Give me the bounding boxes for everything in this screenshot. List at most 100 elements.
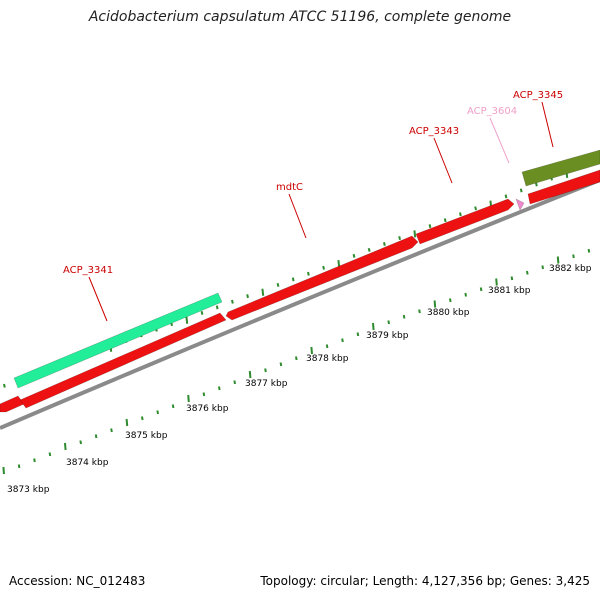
scale-tick-label: 3881 kbp bbox=[488, 286, 531, 296]
outer-tick bbox=[276, 282, 280, 287]
gene-label: ACP_3604 bbox=[467, 106, 517, 117]
gene-arrow-mdtc bbox=[225, 235, 419, 321]
gene-arrow-acp3345-lower bbox=[527, 169, 600, 205]
outer-tick bbox=[231, 299, 234, 304]
gene-label: ACP_3343 bbox=[409, 126, 459, 137]
accession-text: Accession: NC_012483 bbox=[9, 574, 146, 588]
inner-tick bbox=[495, 278, 498, 286]
inner-tick bbox=[248, 370, 252, 379]
inner-tick bbox=[341, 338, 344, 343]
gene-label: ACP_3341 bbox=[63, 265, 113, 276]
gene-label-leader bbox=[288, 193, 307, 239]
scale-tick-label: 3880 kbp bbox=[427, 308, 470, 318]
gene-arrow-acp3345 bbox=[521, 149, 600, 187]
gene-arrow-acp3341-lower bbox=[19, 312, 227, 409]
outer-tick bbox=[337, 259, 341, 268]
outer-tick bbox=[261, 288, 265, 296]
outer-tick bbox=[3, 383, 6, 388]
inner-tick bbox=[387, 320, 390, 325]
outer-tick bbox=[504, 194, 508, 199]
inner-tick bbox=[356, 332, 360, 337]
inner-tick bbox=[310, 346, 313, 355]
inner-tick bbox=[171, 404, 175, 409]
inner-tick bbox=[541, 265, 544, 270]
inner-tick bbox=[372, 322, 375, 331]
inner-tick bbox=[572, 254, 575, 259]
genome-summary: Topology: circular; Length: 4,127,356 bp… bbox=[260, 574, 590, 588]
outer-tick bbox=[200, 310, 204, 315]
scale-tick-label: 3878 kbp bbox=[306, 354, 349, 364]
outer-tick bbox=[413, 230, 417, 238]
outer-tick bbox=[383, 242, 386, 246]
inner-tick bbox=[156, 410, 159, 415]
gene-label: ACP_3345 bbox=[513, 90, 563, 101]
outer-tick bbox=[474, 206, 477, 211]
inner-tick bbox=[587, 248, 591, 253]
outer-tick bbox=[185, 316, 189, 324]
genome-backbone bbox=[0, 178, 600, 430]
scale-labels: 3873 kbp 3874 kbp 3875 kbp 3876 kbp 3877 kbp… bbox=[7, 264, 592, 495]
scale-tick-label: 3874 kbp bbox=[66, 458, 109, 468]
inner-tick bbox=[202, 392, 206, 397]
inner-tick bbox=[79, 440, 82, 445]
outer-tick bbox=[459, 212, 462, 217]
outer-tick bbox=[307, 271, 310, 276]
outer-tick bbox=[535, 182, 538, 187]
gene-label-leader bbox=[489, 117, 510, 164]
inner-tick bbox=[125, 418, 129, 427]
inner-tick bbox=[295, 356, 298, 361]
inner-tick bbox=[264, 368, 267, 373]
map-title: Acidobacterium capsulatum ATCC 51196, co… bbox=[88, 9, 512, 25]
gene-label-leader bbox=[433, 137, 453, 184]
gene-label: mdtC bbox=[276, 182, 303, 193]
scale-tick-label: 3882 kbp bbox=[549, 264, 592, 274]
inner-tick bbox=[94, 434, 98, 439]
gene-labels: ACP_3341 mdtC ACP_3343 ACP_3604 ACP_3345 bbox=[63, 90, 563, 322]
outer-tick bbox=[215, 305, 219, 310]
inner-tick bbox=[526, 270, 529, 275]
inner-tick bbox=[2, 466, 5, 475]
gene-arrow-acp3343 bbox=[415, 198, 515, 245]
outer-tick bbox=[443, 218, 447, 223]
outer-tick bbox=[367, 247, 371, 252]
inner-tick bbox=[449, 298, 452, 303]
outer-tick bbox=[291, 277, 295, 282]
scale-tick-label: 3876 kbp bbox=[186, 404, 229, 414]
inner-tick bbox=[48, 452, 52, 457]
outer-tick bbox=[246, 294, 249, 299]
scale-tick-label: 3875 kbp bbox=[125, 431, 168, 441]
inner-tick bbox=[233, 380, 236, 385]
gene-track bbox=[0, 149, 600, 413]
inner-tick bbox=[141, 416, 144, 421]
scale-tick-label: 3873 kbp bbox=[7, 485, 50, 495]
inner-tick bbox=[64, 442, 67, 451]
outer-tick bbox=[428, 224, 432, 229]
inner-tick bbox=[402, 314, 406, 319]
inner-tick bbox=[510, 276, 514, 281]
inner-tick bbox=[418, 309, 421, 314]
inner-tick bbox=[279, 362, 283, 367]
scale-tick-label: 3879 kbp bbox=[366, 331, 409, 341]
gene-arrow-left-partial bbox=[0, 395, 25, 413]
outer-tick bbox=[322, 265, 325, 270]
inner-tick bbox=[433, 300, 437, 308]
inner-tick bbox=[325, 344, 329, 349]
inner-tick bbox=[17, 464, 21, 469]
scale-tick-label: 3877 kbp bbox=[245, 379, 288, 389]
gene-label-leader bbox=[88, 276, 108, 322]
inner-tick bbox=[218, 386, 221, 391]
inner-tick bbox=[464, 292, 467, 297]
outer-tick bbox=[352, 253, 356, 258]
gene-arrow-acp3604 bbox=[515, 198, 525, 211]
inner-tick-track bbox=[2, 248, 591, 475]
inner-tick bbox=[187, 394, 190, 403]
inner-tick bbox=[110, 428, 113, 433]
outer-tick bbox=[398, 236, 401, 241]
inner-tick bbox=[556, 256, 560, 264]
gene-arrow-acp3341 bbox=[13, 292, 223, 389]
gene-label-leader bbox=[541, 101, 554, 148]
inner-tick bbox=[479, 287, 483, 292]
outer-tick bbox=[519, 188, 523, 193]
inner-tick bbox=[33, 458, 36, 463]
